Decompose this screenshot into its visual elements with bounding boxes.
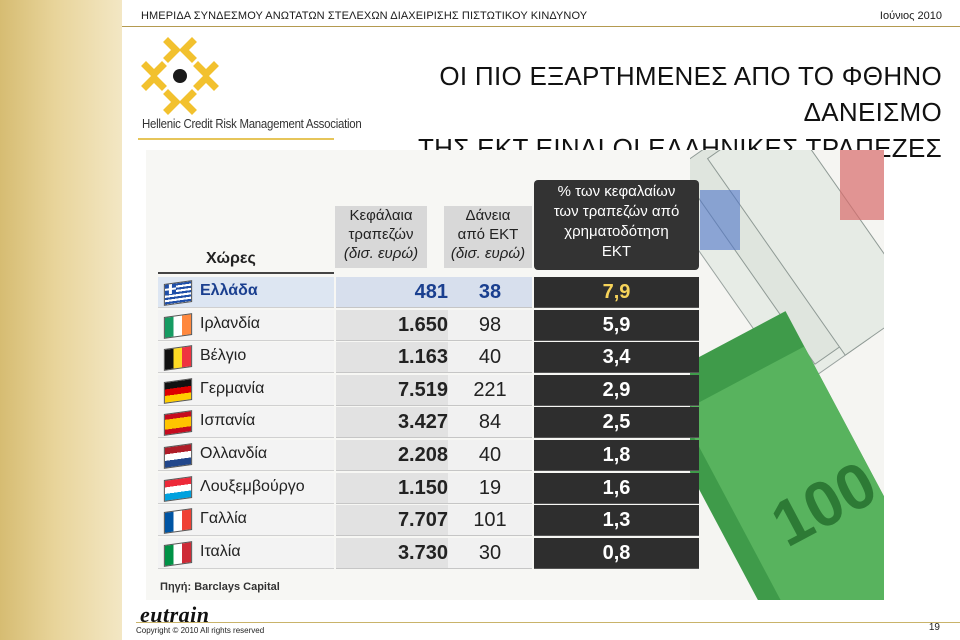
loans-value: 98 [448,309,532,341]
country-cell: Γαλλία [158,505,334,537]
header-loans-line2: από ΕΚΤ [457,226,519,243]
country-cell: Ιρλανδία [158,309,334,341]
header-capital-line3: (δισ. ευρώ) [343,245,419,262]
table-row: Ισπανία 3.427 84 2,5 [158,407,699,439]
netherlands-flag-icon [163,443,193,469]
loans-value: 84 [448,407,532,439]
country-cell: Βέλγιο [158,342,334,374]
loans-value: 40 [448,440,532,471]
percentage-value: 1,8 [534,440,699,471]
country-cell: Γερμανία [158,374,334,406]
table-row: Ιρλανδία 1.650 98 5,9 [158,309,699,341]
loans-value: 30 [448,537,532,569]
country-cell: Ελλάδα [158,277,334,308]
loans-value: 101 [448,505,532,537]
copyright-text: Copyright © 2010 All rights reserved [136,626,265,635]
header-loans: Δάνεια από ΕΚΤ (δισ. ευρώ) [444,206,532,268]
page-number: 19 [928,622,940,633]
country-cell: Ισπανία [158,407,334,439]
country-name: Λουξεμβούργο [200,477,305,495]
table-row: Γαλλία 7.707 101 1,3 [158,505,699,537]
country-cell: Λουξεμβούργο [158,472,334,504]
percentage-value: 1,6 [534,472,699,504]
source-note: Πηγή: Barclays Capital [160,581,280,593]
country-name: Γερμανία [200,379,265,397]
italy-flag-icon [163,540,193,567]
banknotes-illustration-icon: 100 [690,150,884,600]
country-name: Ιταλία [200,542,241,560]
country-name: Γαλλία [200,510,247,528]
country-name: Ιρλανδία [200,314,260,332]
luxembourg-flag-icon [163,475,193,502]
spain-flag-icon [163,410,193,437]
percentage-value: 5,9 [534,309,699,341]
header-percentage: % των κεφαλαίων των τραπεζών από χρηματο… [534,180,699,270]
loans-value: 38 [448,277,532,308]
header-pct-line2: των τραπεζών από [553,203,680,220]
percentage-value: 0,8 [534,537,699,569]
eutrain-logo: eutrain [140,602,210,627]
logo-underline [138,138,334,140]
table-row: Ελλάδα 481 38 7,9 [158,277,699,308]
association-logo: Hellenic Credit Risk Management Associat… [138,34,362,142]
left-decorative-strip [0,0,122,640]
table-row: Λουξεμβούργο 1.150 19 1,6 [158,472,699,504]
logo-name: Hellenic Credit Risk Management Associat… [142,116,362,131]
header-loans-line1: Δάνεια [465,207,511,224]
greece-flag-icon [163,280,193,306]
header-capital-line1: Κεφάλαια [349,207,413,224]
country-name: Βέλγιο [200,347,247,365]
footer-divider [136,622,960,623]
loans-value: 221 [448,374,532,406]
table-row: Ολλανδία 2.208 40 1,8 [158,440,699,471]
table-row: Βέλγιο 1.163 40 3,4 [158,342,699,374]
percentage-value: 2,5 [534,407,699,439]
header-capital-line2: τραπεζών [348,226,414,243]
loans-value: 40 [448,342,532,374]
header-divider [122,26,960,27]
percentage-value: 1,3 [534,505,699,537]
belgium-flag-icon [163,345,193,372]
percentage-value: 7,9 [534,277,699,308]
country-name: Ελλάδα [200,282,258,299]
percentage-value: 3,4 [534,342,699,374]
country-name: Ολλανδία [200,445,268,462]
header-rule [158,272,334,274]
country-cell: Ολλανδία [158,440,334,471]
header-pct-line4: ΕΚΤ [601,243,632,260]
header-event-title: ΗΜΕΡΙΔΑ ΣΥΝΔΕΣΜΟΥ ΑΝΩΤΑΤΩΝ ΣΤΕΛΕΧΩΝ ΔΙΑΧ… [141,10,588,22]
header-date: Ιούνιος 2010 [879,10,942,22]
header-capital: Κεφάλαια τραπεζών (δισ. ευρώ) [335,206,427,268]
header-pct-line1: % των κεφαλαίων [557,183,676,200]
header-pct-line3: χρηματοδότηση [564,223,669,240]
ireland-flag-icon [163,312,193,339]
title-line-1: ΟΙ ΠΙΟ ΕΞΑΡΤΗΜΕΝΕΣ ΑΠΟ ΤΟ ΦΘΗΝΟ ΔΑΝΕΙΣΜΟ [439,61,942,127]
sunburst-logo-icon [141,37,219,115]
capital-value: 2.208 [336,440,486,471]
country-cell: Ιταλία [158,537,334,569]
germany-flag-icon [163,377,193,404]
country-name: Ισπανία [200,412,256,430]
banknotes-image: 100 [690,150,884,600]
header-loans-line3: (δισ. ευρώ) [450,245,526,262]
table-row: Ιταλία 3.730 30 0,8 [158,537,699,569]
table-row: Γερμανία 7.519 221 2,9 [158,374,699,406]
percentage-value: 2,9 [534,374,699,406]
france-flag-icon [163,508,193,535]
loans-value: 19 [448,472,532,504]
header-countries: Χώρες [206,250,256,267]
